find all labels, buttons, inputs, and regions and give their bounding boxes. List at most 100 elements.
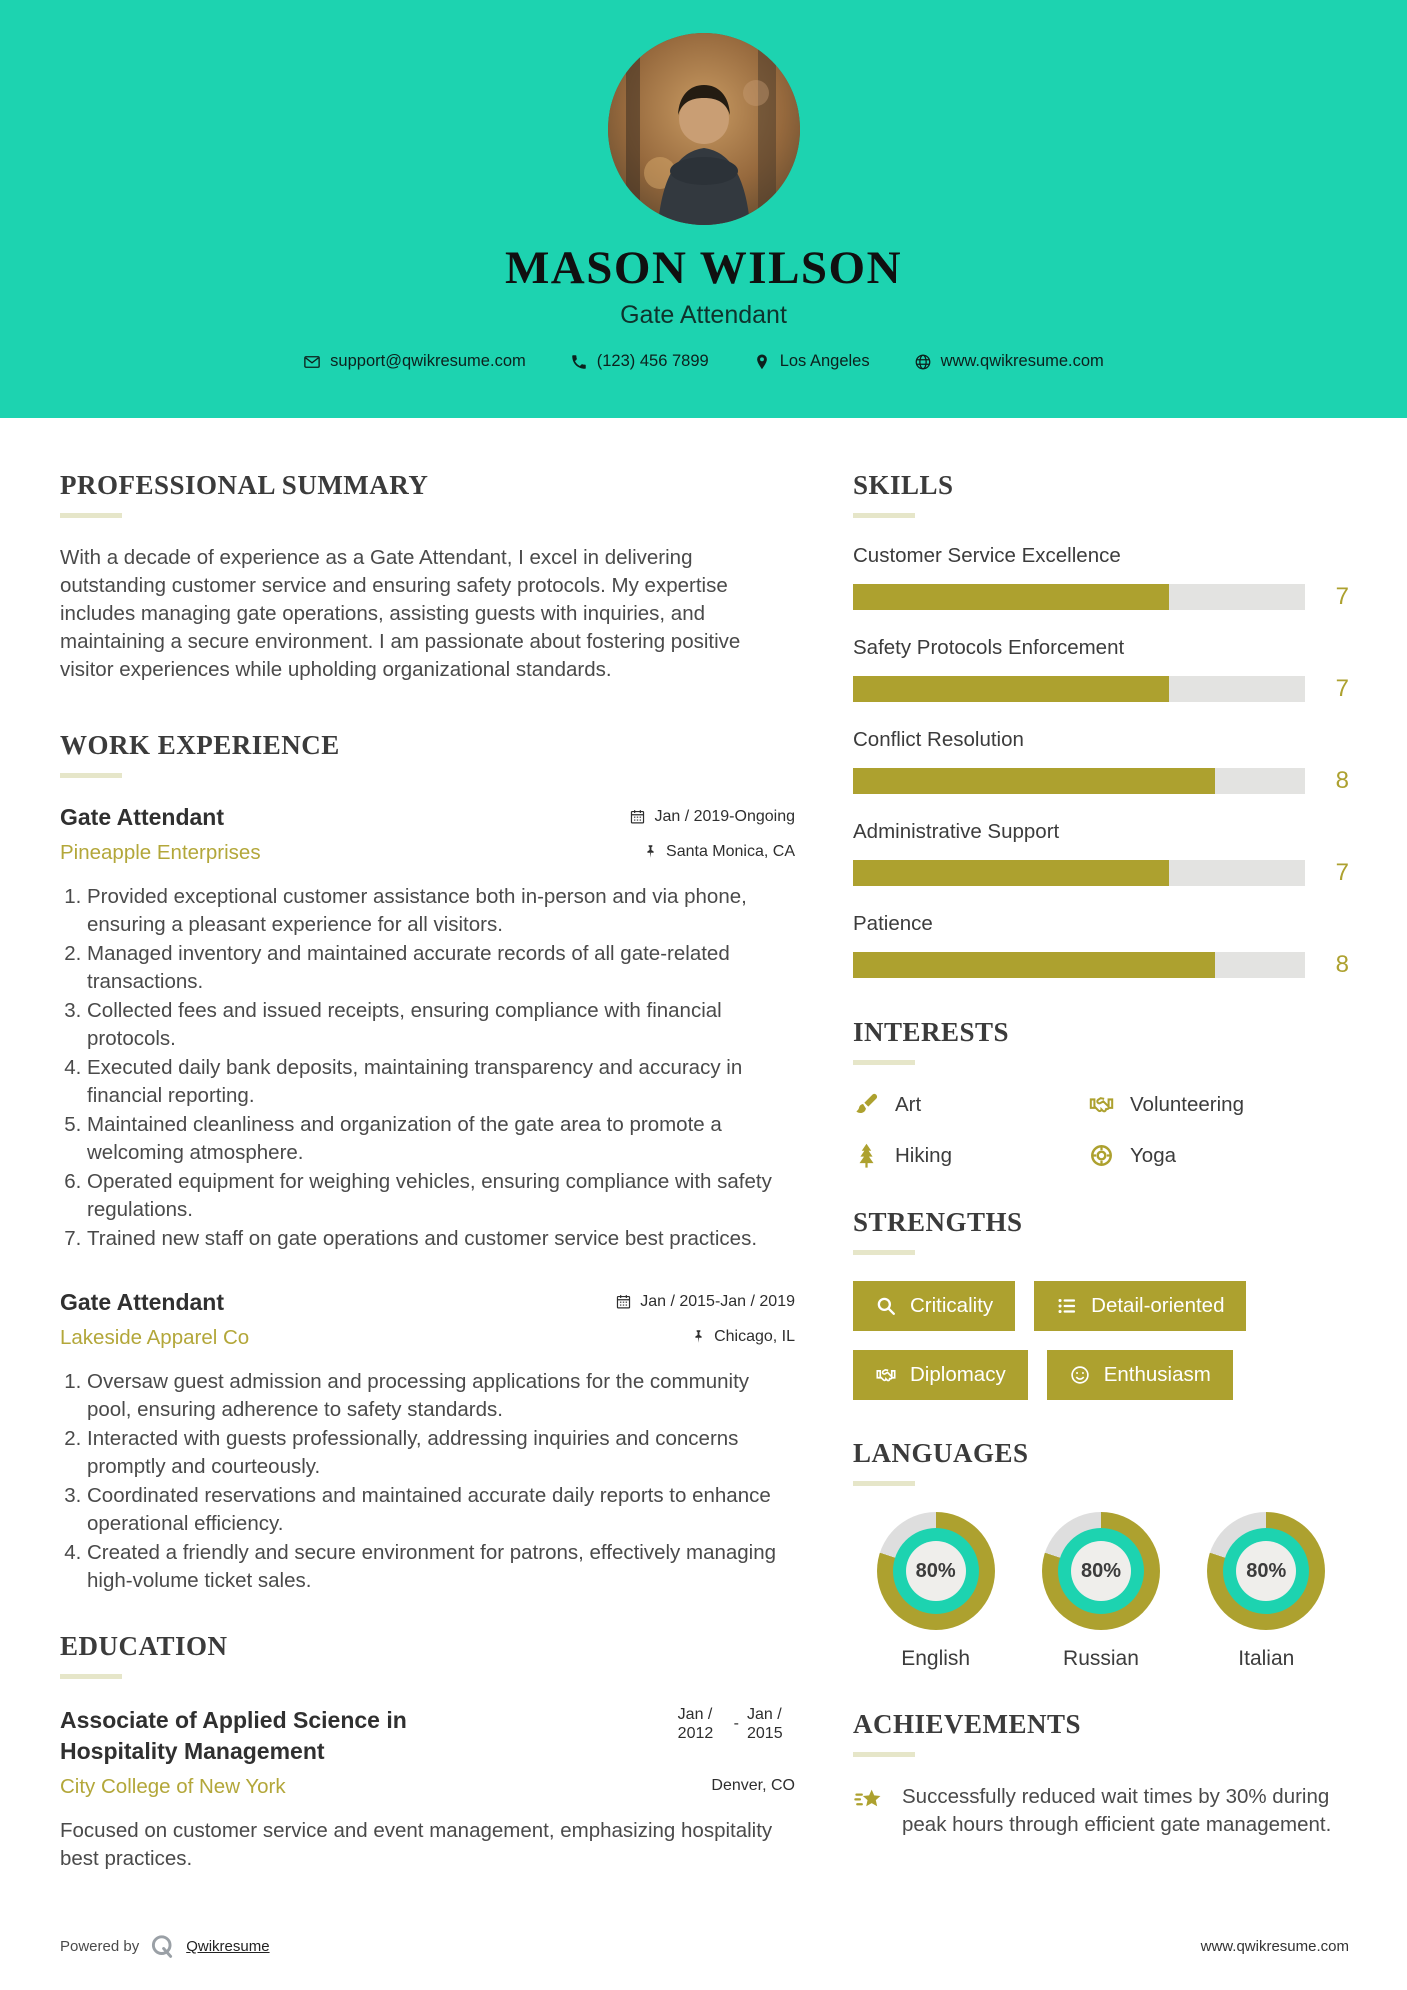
strength-label: Enthusiasm xyxy=(1103,1363,1211,1386)
left-column: PROFESSIONAL SUMMARY With a decade of ex… xyxy=(60,470,795,1894)
section-rule xyxy=(60,773,122,778)
contact-row: support@qwikresume.com (123) 456 7899 Los … xyxy=(0,352,1407,371)
footer-website[interactable]: www.qwikresume.com xyxy=(1200,1938,1349,1955)
globe-icon xyxy=(914,353,932,371)
section-rule xyxy=(60,513,122,518)
interest-item: Yoga xyxy=(1088,1142,1349,1169)
phone-icon xyxy=(570,353,588,371)
contact-text: www.qwikresume.com xyxy=(940,352,1104,370)
language-percent: 80% xyxy=(905,1541,966,1601)
education-location: Denver, CO xyxy=(688,1777,795,1795)
education-dates: Jan / 2012 - Jan / 2015 xyxy=(653,1705,795,1743)
skill-bar-fill xyxy=(853,676,1170,702)
section-rule xyxy=(853,1060,915,1065)
job-location-text: Santa Monica, CA xyxy=(666,842,795,860)
strengths-list: Criticality Detail-oriented Diplomacy Enthu… xyxy=(853,1281,1349,1400)
degree-title: Associate of Applied Science in Hospital… xyxy=(60,1707,407,1764)
strength-chip: Detail-oriented xyxy=(1034,1281,1247,1331)
skill-bar-fill xyxy=(853,768,1215,794)
achievement-text: Successfully reduced wait times by 30% d… xyxy=(902,1785,1332,1836)
pushpin-icon xyxy=(688,1779,703,1794)
skill-item: Customer Service Excellence 7 xyxy=(853,544,1349,611)
strengths-heading: STRENGTHS xyxy=(853,1207,1023,1237)
job-location: Chicago, IL xyxy=(691,1328,795,1346)
interests-section: INTERESTS Art Volunteering Hiking Yoga xyxy=(853,1017,1349,1169)
language-donut-ring: 80% xyxy=(1223,1528,1310,1614)
languages-section: LANGUAGES 80% English 80% Russian 80% Italian xyxy=(853,1438,1349,1671)
interest-item: Hiking xyxy=(853,1142,1088,1169)
skill-item: Administrative Support 7 xyxy=(853,820,1349,887)
job-entry: Gate Attendant Jan / 2015-Jan / 2019 Lakes… xyxy=(60,1289,795,1595)
powered-by-label: Powered by xyxy=(60,1938,140,1955)
header: MASON WILSON Gate Attendant support@qwik… xyxy=(0,0,1407,418)
languages-heading: LANGUAGES xyxy=(853,1438,1029,1468)
contact-item[interactable]: support@qwikresume.com xyxy=(303,352,526,371)
skill-label: Conflict Resolution xyxy=(853,728,1024,751)
strength-label: Criticality xyxy=(910,1294,994,1317)
skill-bar-track xyxy=(853,768,1305,794)
education-date-end: Jan / 2015 xyxy=(747,1706,783,1742)
job-location: Santa Monica, CA xyxy=(643,843,795,861)
strength-chip: Diplomacy xyxy=(853,1350,1028,1400)
smiley-icon xyxy=(1069,1364,1091,1386)
skill-bar-track xyxy=(853,952,1305,978)
section-rule xyxy=(60,1674,122,1679)
qwikresume-brand-link[interactable]: Qwikresume xyxy=(186,1938,270,1955)
skill-bar-fill xyxy=(853,860,1170,886)
job-title: Gate Attendant xyxy=(60,804,224,830)
achievements-section: ACHIEVEMENTS Successfully reduced wait t… xyxy=(853,1709,1349,1839)
contact-item[interactable]: www.qwikresume.com xyxy=(914,352,1104,371)
skill-value: 7 xyxy=(1335,859,1349,886)
skill-value: 7 xyxy=(1335,675,1349,702)
job-location-text: Chicago, IL xyxy=(714,1327,795,1345)
job-title: Gate Attendant xyxy=(60,1289,224,1315)
contact-item: Los Angeles xyxy=(753,352,870,371)
skill-item: Safety Protocols Enforcement 7 xyxy=(853,636,1349,703)
skills-section: SKILLS Customer Service Excellence 7 Safet… xyxy=(853,470,1349,979)
company-name: Pineapple Enterprises xyxy=(60,841,261,864)
person-name: MASON WILSON xyxy=(504,242,903,294)
job-bullet: Provided exceptional customer assistance… xyxy=(87,883,795,939)
language-donut-ring: 80% xyxy=(892,1528,979,1614)
job-bullet: Maintained cleanliness and organization … xyxy=(87,1111,795,1167)
footer: Powered by Qwikresume www.qwikresume.com xyxy=(60,1933,1349,1960)
job-bullet: Operated equipment for weighing vehicles… xyxy=(87,1168,795,1224)
job-date: Jan / 2015-Jan / 2019 xyxy=(615,1293,795,1311)
handshake-icon xyxy=(875,1364,897,1386)
calendar-icon xyxy=(615,1293,632,1310)
achievements-heading: ACHIEVEMENTS xyxy=(853,1709,1082,1739)
interest-label: Art xyxy=(895,1092,922,1116)
school-name: City College of New York xyxy=(60,1775,286,1798)
skill-bar-track xyxy=(853,676,1305,702)
language-donut: 80% xyxy=(1207,1512,1326,1630)
skill-label: Administrative Support xyxy=(853,820,1060,843)
job-bullet: Interacted with guests professionally, a… xyxy=(87,1425,795,1481)
strength-chip: Criticality xyxy=(853,1281,1016,1331)
skill-label: Safety Protocols Enforcement xyxy=(853,636,1125,659)
job-bullet-list: Oversaw guest admission and processing a… xyxy=(60,1368,795,1595)
summary-text: With a decade of experience as a Gate At… xyxy=(60,546,741,681)
job-bullet: Executed daily bank deposits, maintainin… xyxy=(87,1054,795,1110)
profile-photo-image xyxy=(607,33,800,225)
interest-label: Hiking xyxy=(895,1143,952,1167)
contact-item[interactable]: (123) 456 7899 xyxy=(570,352,709,371)
job-date-text: Jan / 2019-Ongoing xyxy=(654,807,795,825)
lifebuoy-icon xyxy=(1088,1142,1115,1169)
language-label: Italian xyxy=(1238,1647,1295,1670)
pushpin-icon xyxy=(643,844,658,859)
language-label: Russian xyxy=(1063,1647,1139,1670)
language-percent: 80% xyxy=(1236,1541,1297,1601)
mail-icon xyxy=(303,353,321,371)
interest-item: Volunteering xyxy=(1088,1091,1349,1118)
job-bullet: Oversaw guest admission and processing a… xyxy=(87,1368,795,1424)
interests-list: Art Volunteering Hiking Yoga xyxy=(853,1091,1349,1169)
section-rule xyxy=(853,1752,915,1757)
section-rule xyxy=(853,1250,915,1255)
section-rule xyxy=(853,1481,915,1486)
language-item: 80% English xyxy=(853,1512,1018,1671)
tree-icon xyxy=(853,1142,880,1169)
language-label: English xyxy=(901,1647,971,1670)
skill-label: Patience xyxy=(853,912,933,935)
interest-label: Volunteering xyxy=(1130,1092,1244,1116)
language-item: 80% Russian xyxy=(1018,1512,1183,1671)
